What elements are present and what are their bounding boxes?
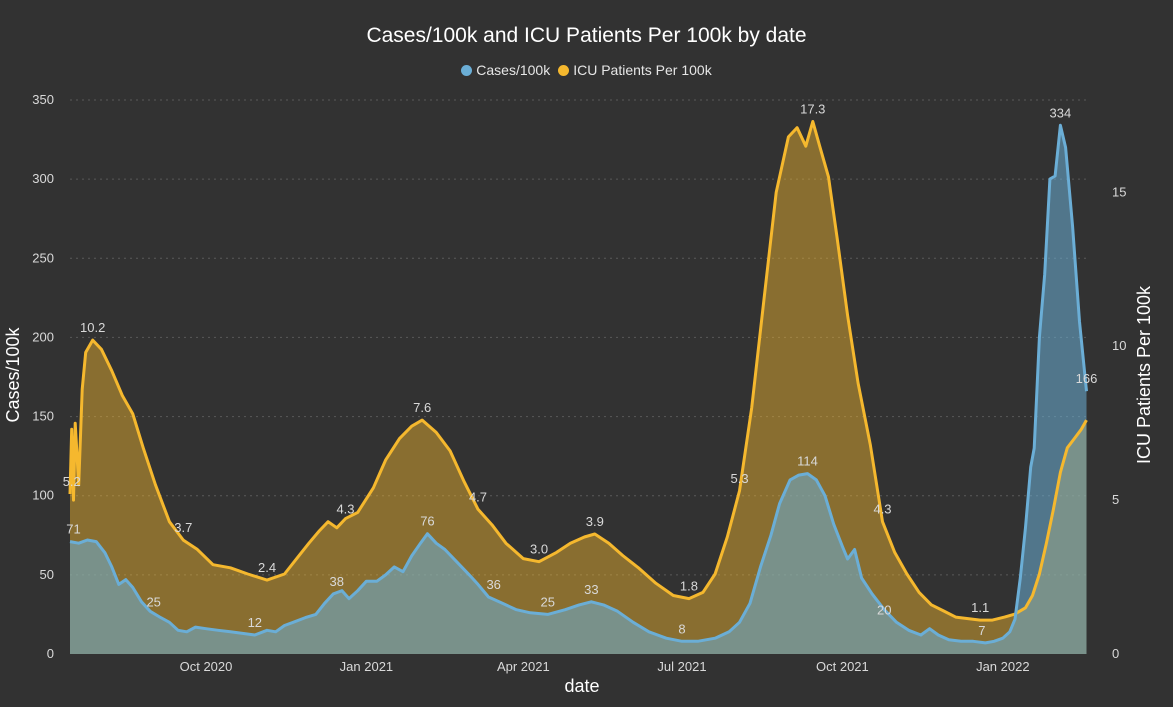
x-tick-label: Jan 2022 — [976, 659, 1030, 674]
data-label: 4.3 — [873, 502, 891, 517]
data-label: 7.6 — [413, 400, 431, 415]
y-tick-label: 100 — [32, 488, 54, 503]
data-label: 5.2 — [63, 474, 81, 489]
y2-tick-label: 0 — [1112, 646, 1119, 661]
data-label: 20 — [877, 602, 891, 617]
data-label-layer: 71 25 12 38 76 36 25 33 8 114 20 7 334 166 5.2 10.2 3.7 2… — [63, 102, 1098, 638]
x-axis-title: date — [564, 676, 599, 696]
axis-layer: 0 50 100 150 200 250 300 350 0 5 10 15 Oct 2020 Jan 2… — [32, 92, 1126, 674]
data-label: 33 — [584, 582, 598, 597]
y2-axis-title: ICU Patients Per 100k — [1134, 285, 1154, 464]
data-label: 71 — [66, 522, 80, 537]
y-tick-label: 250 — [32, 250, 54, 265]
area-icu — [70, 121, 1087, 654]
x-tick-label: Oct 2021 — [816, 659, 869, 674]
data-label: 114 — [797, 454, 818, 469]
y-tick-label: 0 — [47, 646, 54, 661]
data-label: 4.3 — [336, 502, 354, 517]
line-cases — [69, 123, 1088, 645]
data-label: 36 — [486, 577, 500, 592]
legend-dot-icu — [558, 64, 570, 76]
y2-tick-label: 5 — [1112, 492, 1119, 507]
y-tick-label: 200 — [32, 329, 54, 344]
data-label: 12 — [248, 615, 262, 630]
y-tick-label: 350 — [32, 92, 54, 107]
y2-tick-label: 10 — [1112, 338, 1126, 353]
data-label: 5.3 — [730, 471, 748, 486]
data-label: 166 — [1076, 371, 1098, 386]
data-label: 2.4 — [258, 560, 276, 575]
data-label: 4.7 — [469, 489, 487, 504]
data-label: 3.7 — [174, 520, 192, 535]
legend-label-cases: Cases/100k — [476, 62, 551, 78]
x-tick-label: Jul 2021 — [657, 659, 706, 674]
line-layer — [68, 120, 1088, 645]
legend: Cases/100k ICU Patients Per 100k — [0, 62, 1173, 78]
x-tick-label: Oct 2020 — [180, 659, 233, 674]
legend-dot-cases — [461, 64, 473, 76]
data-label: 1.8 — [680, 579, 698, 594]
y2-tick-label: 15 — [1112, 184, 1126, 199]
x-tick-label: Apr 2021 — [497, 659, 550, 674]
grid-layer — [70, 99, 1090, 576]
legend-item-icu[interactable]: ICU Patients Per 100k — [558, 62, 712, 78]
data-label: 334 — [1050, 105, 1072, 120]
data-label: 25 — [146, 594, 160, 609]
x-tick-label: Jan 2021 — [340, 659, 394, 674]
y-axis-title: Cases/100k — [3, 326, 23, 422]
area-layer — [70, 121, 1087, 655]
data-label: 76 — [420, 514, 434, 529]
data-label: 3.9 — [586, 514, 604, 529]
data-label: 10.2 — [80, 320, 105, 335]
data-label: 25 — [541, 594, 555, 609]
chart-title: Cases/100k and ICU Patients Per 100k by … — [366, 24, 807, 47]
data-label: 3.0 — [530, 542, 548, 557]
data-label: 8 — [678, 621, 685, 636]
data-label: 7 — [978, 623, 985, 638]
data-label: 1.1 — [971, 600, 989, 615]
data-label: 38 — [330, 574, 344, 589]
legend-label-icu: ICU Patients Per 100k — [573, 62, 712, 78]
y-tick-label: 150 — [32, 409, 54, 424]
data-label: 17.3 — [800, 102, 825, 117]
legend-item-cases[interactable]: Cases/100k — [461, 62, 550, 78]
y-tick-label: 300 — [32, 171, 54, 186]
line-icu — [68, 120, 1088, 622]
y-tick-label: 50 — [40, 567, 54, 582]
